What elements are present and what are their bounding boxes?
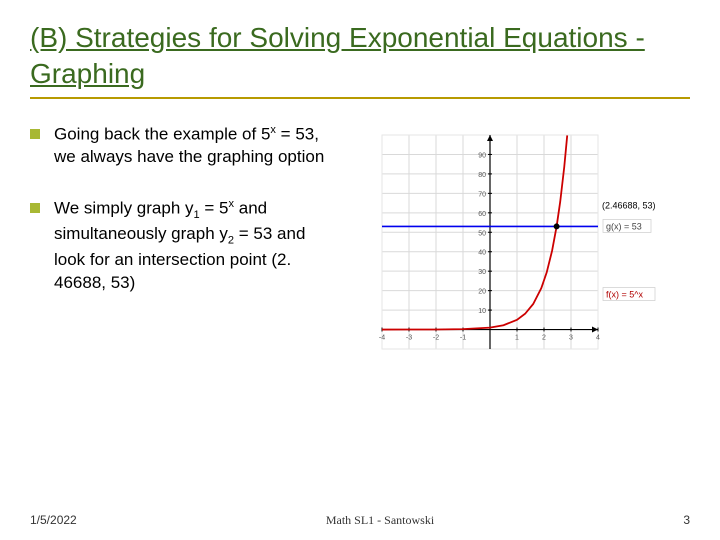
footer-date: 1/5/2022	[30, 513, 77, 528]
footer-center: Math SL1 - Santowski	[326, 513, 434, 528]
svg-text:80: 80	[478, 172, 486, 179]
footer-page: 3	[683, 513, 690, 528]
bullet-text-1: Going back the example of 5x = 53, we al…	[54, 123, 340, 170]
svg-text:70: 70	[478, 191, 486, 198]
footer: 1/5/2022 Math SL1 - Santowski 3	[0, 513, 720, 528]
bullet-item: Going back the example of 5x = 53, we al…	[30, 123, 340, 170]
slide-title: (B) Strategies for Solving Exponential E…	[30, 20, 690, 93]
svg-text:g(x) = 53: g(x) = 53	[606, 221, 642, 231]
svg-text:50: 50	[478, 230, 486, 237]
svg-text:2: 2	[542, 334, 546, 341]
svg-text:f(x) = 5^x: f(x) = 5^x	[606, 289, 643, 299]
svg-text:3: 3	[569, 334, 573, 341]
chart: -4 -3 -2 -1 1 2 3 4 10 20 30 40 50 60 70 80 90 g(x) = 53 f…	[352, 127, 672, 357]
text-column: Going back the example of 5x = 53, we al…	[30, 123, 340, 357]
bullet-icon	[30, 129, 40, 139]
bullet-text-2: We simply graph y1 = 5x and simultaneous…	[54, 197, 340, 294]
svg-text:-3: -3	[406, 334, 412, 341]
content-row: Going back the example of 5x = 53, we al…	[30, 123, 690, 357]
bullet-item: We simply graph y1 = 5x and simultaneous…	[30, 197, 340, 294]
svg-text:10: 10	[478, 308, 486, 315]
svg-text:-4: -4	[379, 334, 385, 341]
svg-text:40: 40	[478, 250, 486, 257]
chart-column: -4 -3 -2 -1 1 2 3 4 10 20 30 40 50 60 70 80 90 g(x) = 53 f…	[352, 123, 690, 357]
chart-svg: -4 -3 -2 -1 1 2 3 4 10 20 30 40 50 60 70 80 90 g(x) = 53 f…	[352, 127, 672, 357]
svg-text:-1: -1	[460, 334, 466, 341]
title-divider	[30, 97, 690, 99]
svg-text:-2: -2	[433, 334, 439, 341]
svg-text:60: 60	[478, 211, 486, 218]
svg-text:4: 4	[596, 334, 600, 341]
svg-text:20: 20	[478, 288, 486, 295]
svg-text:(2.46688, 53): (2.46688, 53)	[602, 200, 656, 210]
bullet-icon	[30, 203, 40, 213]
svg-text:1: 1	[515, 334, 519, 341]
svg-text:30: 30	[478, 269, 486, 276]
svg-text:90: 90	[478, 152, 486, 159]
